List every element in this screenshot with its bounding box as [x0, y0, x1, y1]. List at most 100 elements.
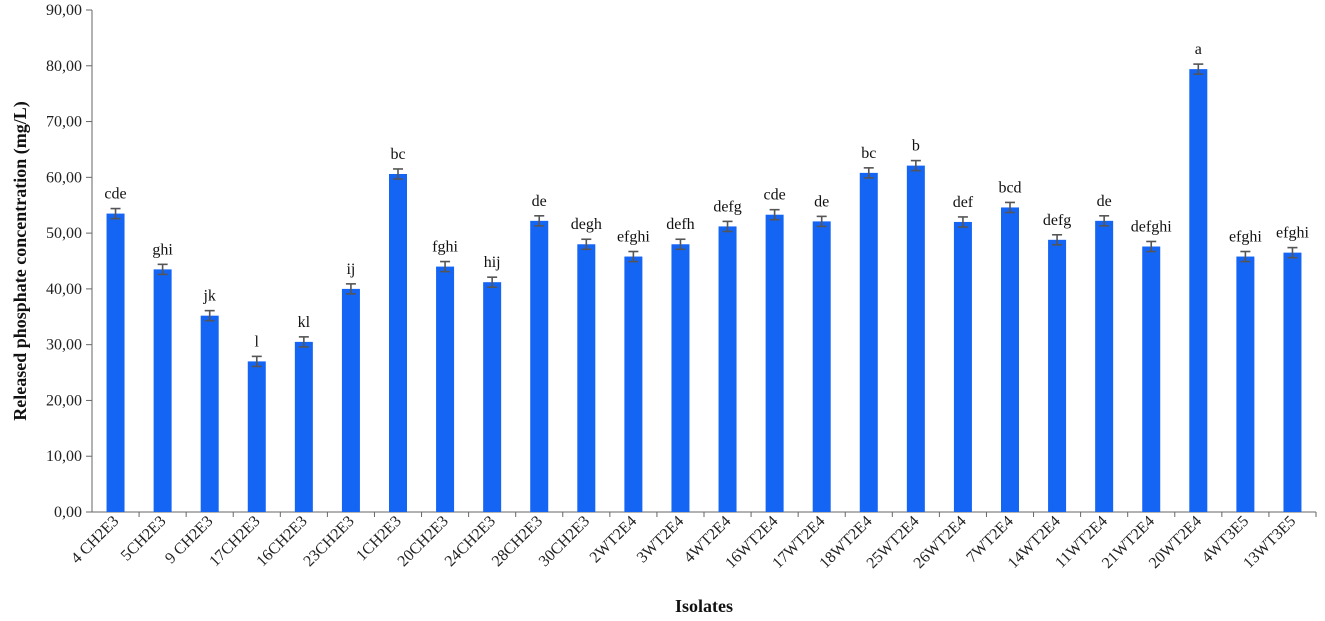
bar — [624, 256, 643, 512]
bar — [718, 226, 737, 512]
bar — [341, 288, 360, 512]
bar — [200, 315, 219, 512]
y-axis: 0,00 10,00 20,00 30,00 40,00 50,00 60,00 70,00 8… — [46, 2, 93, 521]
bar — [1236, 256, 1255, 512]
error-bar — [534, 215, 545, 227]
error-bars — [110, 63, 1298, 368]
x-tick-label: 5CH2E3 — [118, 513, 170, 565]
error-bar — [298, 336, 309, 348]
error-bar — [675, 238, 686, 251]
bar — [1048, 239, 1067, 512]
bar — [1095, 220, 1114, 512]
significance-label: efghi — [1229, 229, 1262, 246]
error-bar — [157, 263, 168, 276]
bar — [577, 244, 596, 512]
bar — [483, 282, 502, 512]
significance-label: defg — [713, 198, 741, 215]
x-tick-label: 23CH2E3 — [300, 513, 357, 570]
y-tick-label: 20,00 — [46, 392, 82, 409]
error-bar — [1052, 233, 1063, 246]
bar — [906, 165, 925, 512]
x-tick-label: 24CH2E3 — [442, 513, 499, 570]
y-tick-label: 10,00 — [46, 448, 82, 465]
bar — [436, 266, 455, 512]
error-bar — [1193, 63, 1204, 75]
x-tick-label: 17CH2E3 — [206, 513, 263, 570]
significance-label: de — [814, 193, 829, 210]
bar — [859, 172, 878, 513]
y-axis-title: Released phosphate concentration (mg/L) — [10, 101, 31, 420]
error-bar — [1240, 250, 1251, 263]
bars — [106, 69, 1302, 513]
error-bar — [345, 283, 356, 295]
significance-label: def — [953, 194, 974, 211]
bar — [530, 220, 549, 512]
bar — [106, 213, 125, 513]
x-tick-label: 2WT2E4 — [587, 513, 640, 566]
error-bar — [628, 250, 639, 263]
x-tick-label: 20CH2E3 — [395, 513, 452, 570]
y-tick-label: 60,00 — [46, 169, 82, 186]
x-tick-label: 16CH2E3 — [253, 513, 310, 570]
significance-label: kl — [298, 314, 311, 331]
error-bar — [204, 309, 215, 322]
bar — [765, 214, 784, 512]
significance-label: defg — [1043, 212, 1071, 229]
x-axis-title: Isolates — [675, 596, 733, 616]
significance-label: cde — [104, 186, 126, 203]
significance-label: fghi — [432, 239, 458, 256]
significance-label: ghi — [152, 241, 173, 258]
bar — [1189, 69, 1208, 512]
significance-label: b — [912, 138, 920, 155]
y-tick-label: 30,00 — [46, 337, 82, 354]
y-tick-label: 50,00 — [46, 225, 82, 242]
error-bar — [251, 355, 262, 368]
error-bar — [957, 216, 968, 228]
bar — [671, 244, 690, 512]
error-bar — [581, 238, 592, 251]
error-bar — [487, 276, 498, 289]
y-tick-label: 0,00 — [54, 504, 82, 521]
y-tick-label: 70,00 — [46, 114, 82, 131]
significance-label: defghi — [1131, 218, 1172, 235]
significance-label: de — [532, 193, 547, 210]
error-bar — [1005, 201, 1015, 214]
x-axis — [92, 511, 1317, 517]
significance-label: defh — [666, 216, 694, 233]
significance-label: efghi — [1276, 225, 1309, 242]
y-tick-label: 40,00 — [46, 281, 82, 298]
error-bar — [910, 159, 921, 172]
significance-label: bcd — [998, 179, 1021, 196]
significance-label: cde — [764, 187, 786, 204]
error-bar — [722, 220, 733, 233]
x-tick-label: 3WT2E4 — [634, 513, 687, 566]
significance-label: efghi — [617, 229, 650, 246]
significance-label: ij — [346, 261, 355, 278]
error-bar — [1099, 215, 1110, 227]
significance-label: degh — [571, 216, 602, 233]
bar — [1142, 246, 1161, 512]
bar — [1283, 252, 1302, 512]
error-bar — [769, 208, 780, 221]
significance-label: l — [255, 333, 260, 350]
y-tick-label: 90,00 — [46, 2, 82, 19]
error-bar — [440, 260, 451, 273]
error-bar — [1287, 246, 1298, 259]
error-bar — [393, 168, 403, 180]
significance-labels: cde ghi jk l kl ij bc fghi hij de degh efghi defh def… — [104, 41, 1309, 350]
x-tick-label: 28CH2E3 — [489, 513, 546, 570]
bar — [294, 341, 313, 512]
bar — [812, 221, 831, 513]
error-bar — [863, 167, 874, 179]
significance-label: bc — [390, 146, 405, 163]
significance-label: jk — [202, 288, 215, 305]
bar — [153, 269, 172, 512]
x-tick-label: 30CH2E3 — [536, 513, 593, 570]
error-bar — [110, 207, 121, 220]
significance-label: bc — [861, 145, 876, 162]
error-bar — [1146, 240, 1157, 253]
significance-label: a — [1195, 41, 1202, 58]
y-tick-label: 80,00 — [46, 58, 82, 75]
